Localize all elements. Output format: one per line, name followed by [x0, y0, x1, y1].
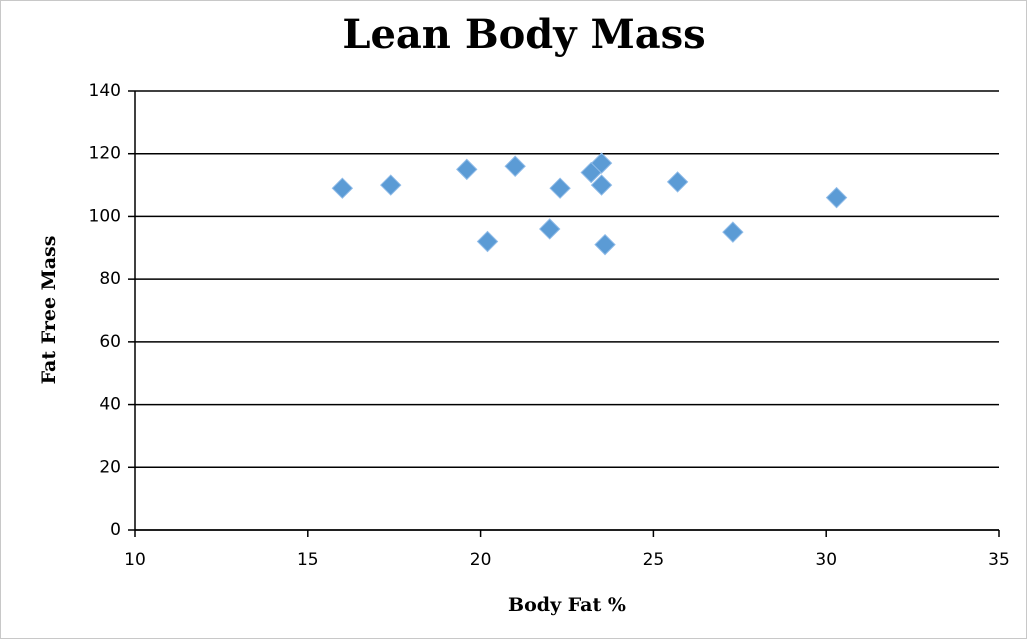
- scatter-point: [331, 177, 354, 199]
- scatter-point: [476, 230, 499, 253]
- scatter-point: [539, 218, 561, 240]
- y-tick-label: 80: [99, 269, 121, 289]
- scatter-point: [380, 174, 402, 196]
- chart-title: Lean Body Mass: [342, 11, 705, 58]
- x-tick-label: 10: [124, 550, 146, 570]
- x-tick-label: 35: [988, 550, 1010, 570]
- scatter-point: [666, 171, 689, 193]
- scatter-point: [590, 152, 613, 174]
- x-tick-label: 15: [297, 550, 319, 570]
- y-tick-label: 20: [99, 457, 121, 477]
- scatter-point: [504, 155, 526, 177]
- y-tick-label: 40: [99, 395, 121, 415]
- scatter-point: [722, 221, 744, 243]
- scatter-point: [590, 174, 613, 196]
- y-tick-label: 100: [89, 206, 121, 226]
- scatter-point: [549, 177, 571, 199]
- y-tick-label: 120: [89, 144, 121, 164]
- scatter-point: [594, 233, 616, 256]
- scatter-point: [825, 186, 848, 209]
- y-tick-label: 60: [99, 332, 121, 352]
- x-tick-label: 30: [815, 550, 837, 570]
- x-axis-label: Body Fat %: [508, 594, 626, 616]
- y-axis-label: Fat Free Mass: [38, 236, 60, 385]
- x-tick-label: 25: [643, 550, 665, 570]
- x-tick-label: 20: [470, 550, 492, 570]
- y-tick-label: 140: [89, 81, 121, 101]
- scatter-point: [456, 158, 478, 181]
- y-tick-label: 0: [110, 520, 121, 540]
